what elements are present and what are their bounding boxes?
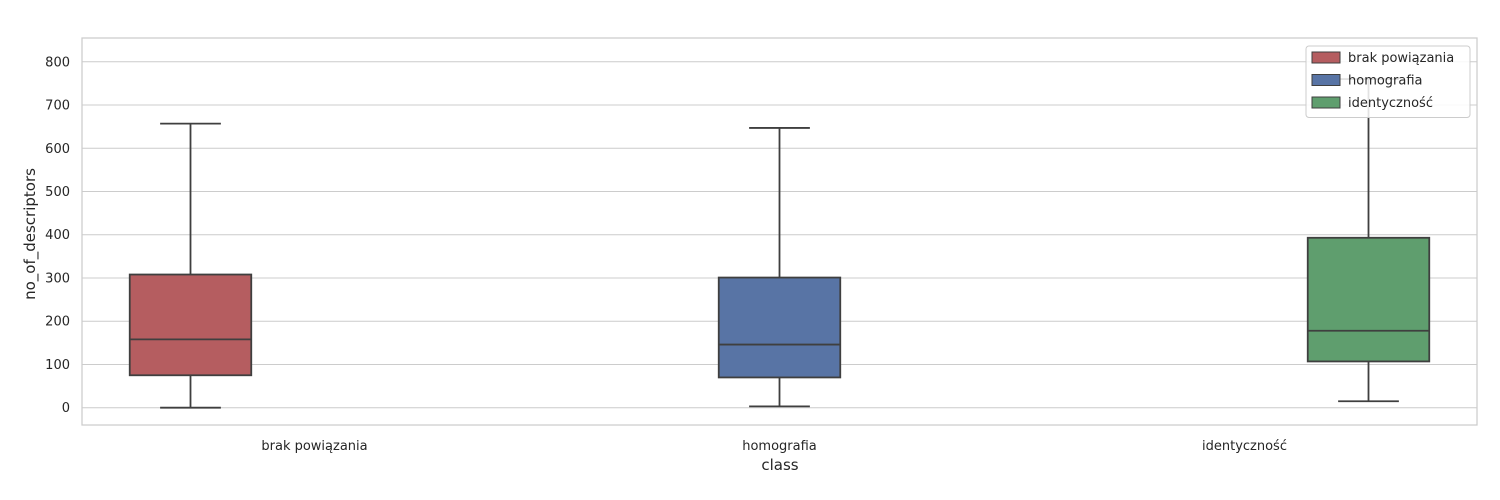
iqr-box (717, 276, 842, 379)
x-tick-label: homografia (742, 439, 817, 454)
legend-frame (1305, 45, 1471, 118)
x-tick-label: brak powiązania (261, 439, 367, 454)
iqr-box (128, 273, 253, 377)
legend-entry-label: identyczność (1348, 96, 1433, 111)
x-axis-label: class (761, 456, 798, 474)
box-2 (1306, 78, 1431, 403)
y-tick-label: 400 (45, 228, 70, 243)
legend-swatch (1311, 51, 1341, 64)
boxes (128, 78, 1431, 409)
y-tick-label: 300 (45, 271, 70, 286)
x-tick-label: identyczność (1202, 439, 1287, 454)
box-0 (128, 122, 253, 409)
y-tick-label: 700 (45, 99, 70, 114)
x-tick-labels: brak powiązania homografia identyczność (261, 439, 1287, 454)
legend-swatch (1311, 96, 1341, 109)
y-tick-label: 100 (45, 358, 70, 373)
y-tick-label: 600 (45, 142, 70, 157)
legend-entry-label: homografia (1348, 74, 1423, 89)
legend: brak powiązania homografia identyczność (1305, 45, 1471, 118)
legend-entry-label: brak powiązania (1348, 51, 1454, 66)
y-tick-labels: 0 100 200 300 400 500 600 700 800 (45, 55, 70, 416)
y-tick-label: 0 (62, 401, 70, 416)
y-tick-label: 500 (45, 185, 70, 200)
y-tick-label: 800 (45, 55, 70, 70)
y-axis-label: no_of_descriptors (21, 168, 40, 300)
legend-swatch (1311, 74, 1341, 86)
iqr-box (1306, 236, 1431, 363)
box-1 (717, 127, 842, 408)
y-tick-label: 200 (45, 315, 70, 330)
plot-frame (81, 37, 1478, 426)
